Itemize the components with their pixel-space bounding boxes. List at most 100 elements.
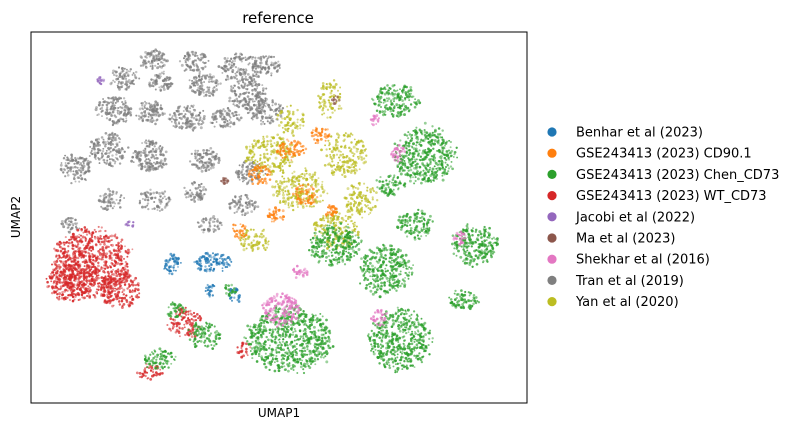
- cell-point: [255, 98, 258, 101]
- cell-point: [152, 85, 155, 88]
- cell-point: [233, 99, 237, 103]
- cell-point: [283, 117, 287, 121]
- cell-point: [125, 68, 128, 71]
- cell-point: [369, 188, 373, 192]
- cell-point: [262, 120, 265, 123]
- cell-point: [328, 82, 332, 86]
- cell-point: [60, 219, 64, 223]
- cell-point: [295, 187, 299, 191]
- cell-point: [180, 63, 184, 67]
- cell-point: [120, 287, 123, 290]
- cell-point: [247, 201, 251, 204]
- cell-point: [206, 160, 209, 164]
- cell-point: [250, 158, 254, 162]
- cluster: [196, 215, 223, 234]
- cell-point: [105, 152, 109, 155]
- cell-point: [244, 92, 247, 95]
- cell-point: [302, 197, 305, 200]
- cell-point: [97, 261, 100, 265]
- cell-point: [201, 119, 204, 123]
- cell-point: [106, 270, 110, 274]
- cell-point: [264, 239, 267, 243]
- cell-point: [64, 162, 67, 164]
- cell-point: [135, 371, 139, 375]
- cell-point: [81, 235, 85, 239]
- cell-point: [321, 217, 325, 220]
- cell-point: [71, 275, 74, 278]
- cell-point: [286, 147, 289, 150]
- cell-point: [65, 279, 68, 282]
- cell-point: [343, 175, 347, 179]
- cell-point: [229, 121, 233, 125]
- cell-point: [61, 291, 64, 294]
- cell-point: [160, 75, 162, 78]
- cell-point: [259, 65, 262, 68]
- cell-point: [152, 373, 156, 377]
- cell-point: [161, 112, 165, 116]
- cell-point: [127, 74, 130, 78]
- cell-point: [62, 225, 66, 229]
- cell-point: [198, 111, 202, 115]
- cell-point: [272, 110, 275, 113]
- cell-point: [134, 276, 138, 280]
- cell-point: [228, 96, 232, 100]
- cell-point: [222, 108, 225, 111]
- cell-point: [212, 230, 215, 233]
- cell-point: [94, 230, 97, 233]
- cell-point: [69, 220, 73, 224]
- cell-point: [265, 61, 268, 64]
- cell-point: [238, 71, 241, 75]
- cell-point: [352, 154, 355, 158]
- cell-point: [247, 235, 251, 239]
- cell-point: [117, 66, 121, 69]
- cell-point: [107, 112, 110, 116]
- cell-point: [349, 149, 352, 152]
- cell-point: [196, 151, 199, 154]
- cell-point: [71, 159, 75, 162]
- cell-point: [321, 180, 324, 183]
- cell-point: [102, 158, 106, 162]
- cell-point: [72, 257, 75, 260]
- cell-point: [88, 274, 90, 277]
- cell-point: [150, 50, 154, 54]
- cell-point: [117, 112, 119, 115]
- cell-point: [113, 205, 116, 208]
- cell-point: [261, 84, 264, 87]
- cell-point: [290, 156, 293, 159]
- cell-point: [122, 293, 126, 296]
- cell-point: [50, 263, 54, 266]
- cell-point: [252, 161, 256, 165]
- cell-point: [363, 210, 366, 213]
- cell-point: [185, 123, 189, 126]
- cell-point: [356, 230, 360, 234]
- cell-point: [220, 66, 223, 69]
- cell-point: [310, 205, 313, 208]
- cell-point: [121, 146, 124, 149]
- cell-point: [224, 69, 228, 73]
- cell-point: [172, 322, 176, 326]
- cell-point: [204, 65, 207, 68]
- cell-point: [199, 58, 203, 61]
- cell-point: [72, 299, 74, 302]
- cell-point: [230, 61, 233, 64]
- chart-title: reference: [242, 9, 314, 27]
- cell-point: [73, 173, 77, 177]
- cell-point: [117, 272, 121, 276]
- cell-point: [83, 292, 86, 295]
- cell-point: [326, 211, 329, 214]
- cell-point: [161, 197, 164, 200]
- cell-point: [71, 247, 74, 250]
- cell-point: [131, 248, 134, 251]
- cell-point: [148, 55, 151, 58]
- cell-point: [236, 99, 239, 103]
- cell-point: [123, 197, 126, 199]
- cell-point: [215, 88, 219, 92]
- cell-point: [149, 65, 152, 68]
- cell-point: [358, 155, 362, 159]
- cell-point: [366, 189, 369, 192]
- cell-point: [253, 208, 256, 211]
- cell-point: [117, 85, 121, 89]
- cell-point: [103, 271, 106, 274]
- cell-point: [200, 81, 203, 85]
- cell-point: [125, 278, 129, 282]
